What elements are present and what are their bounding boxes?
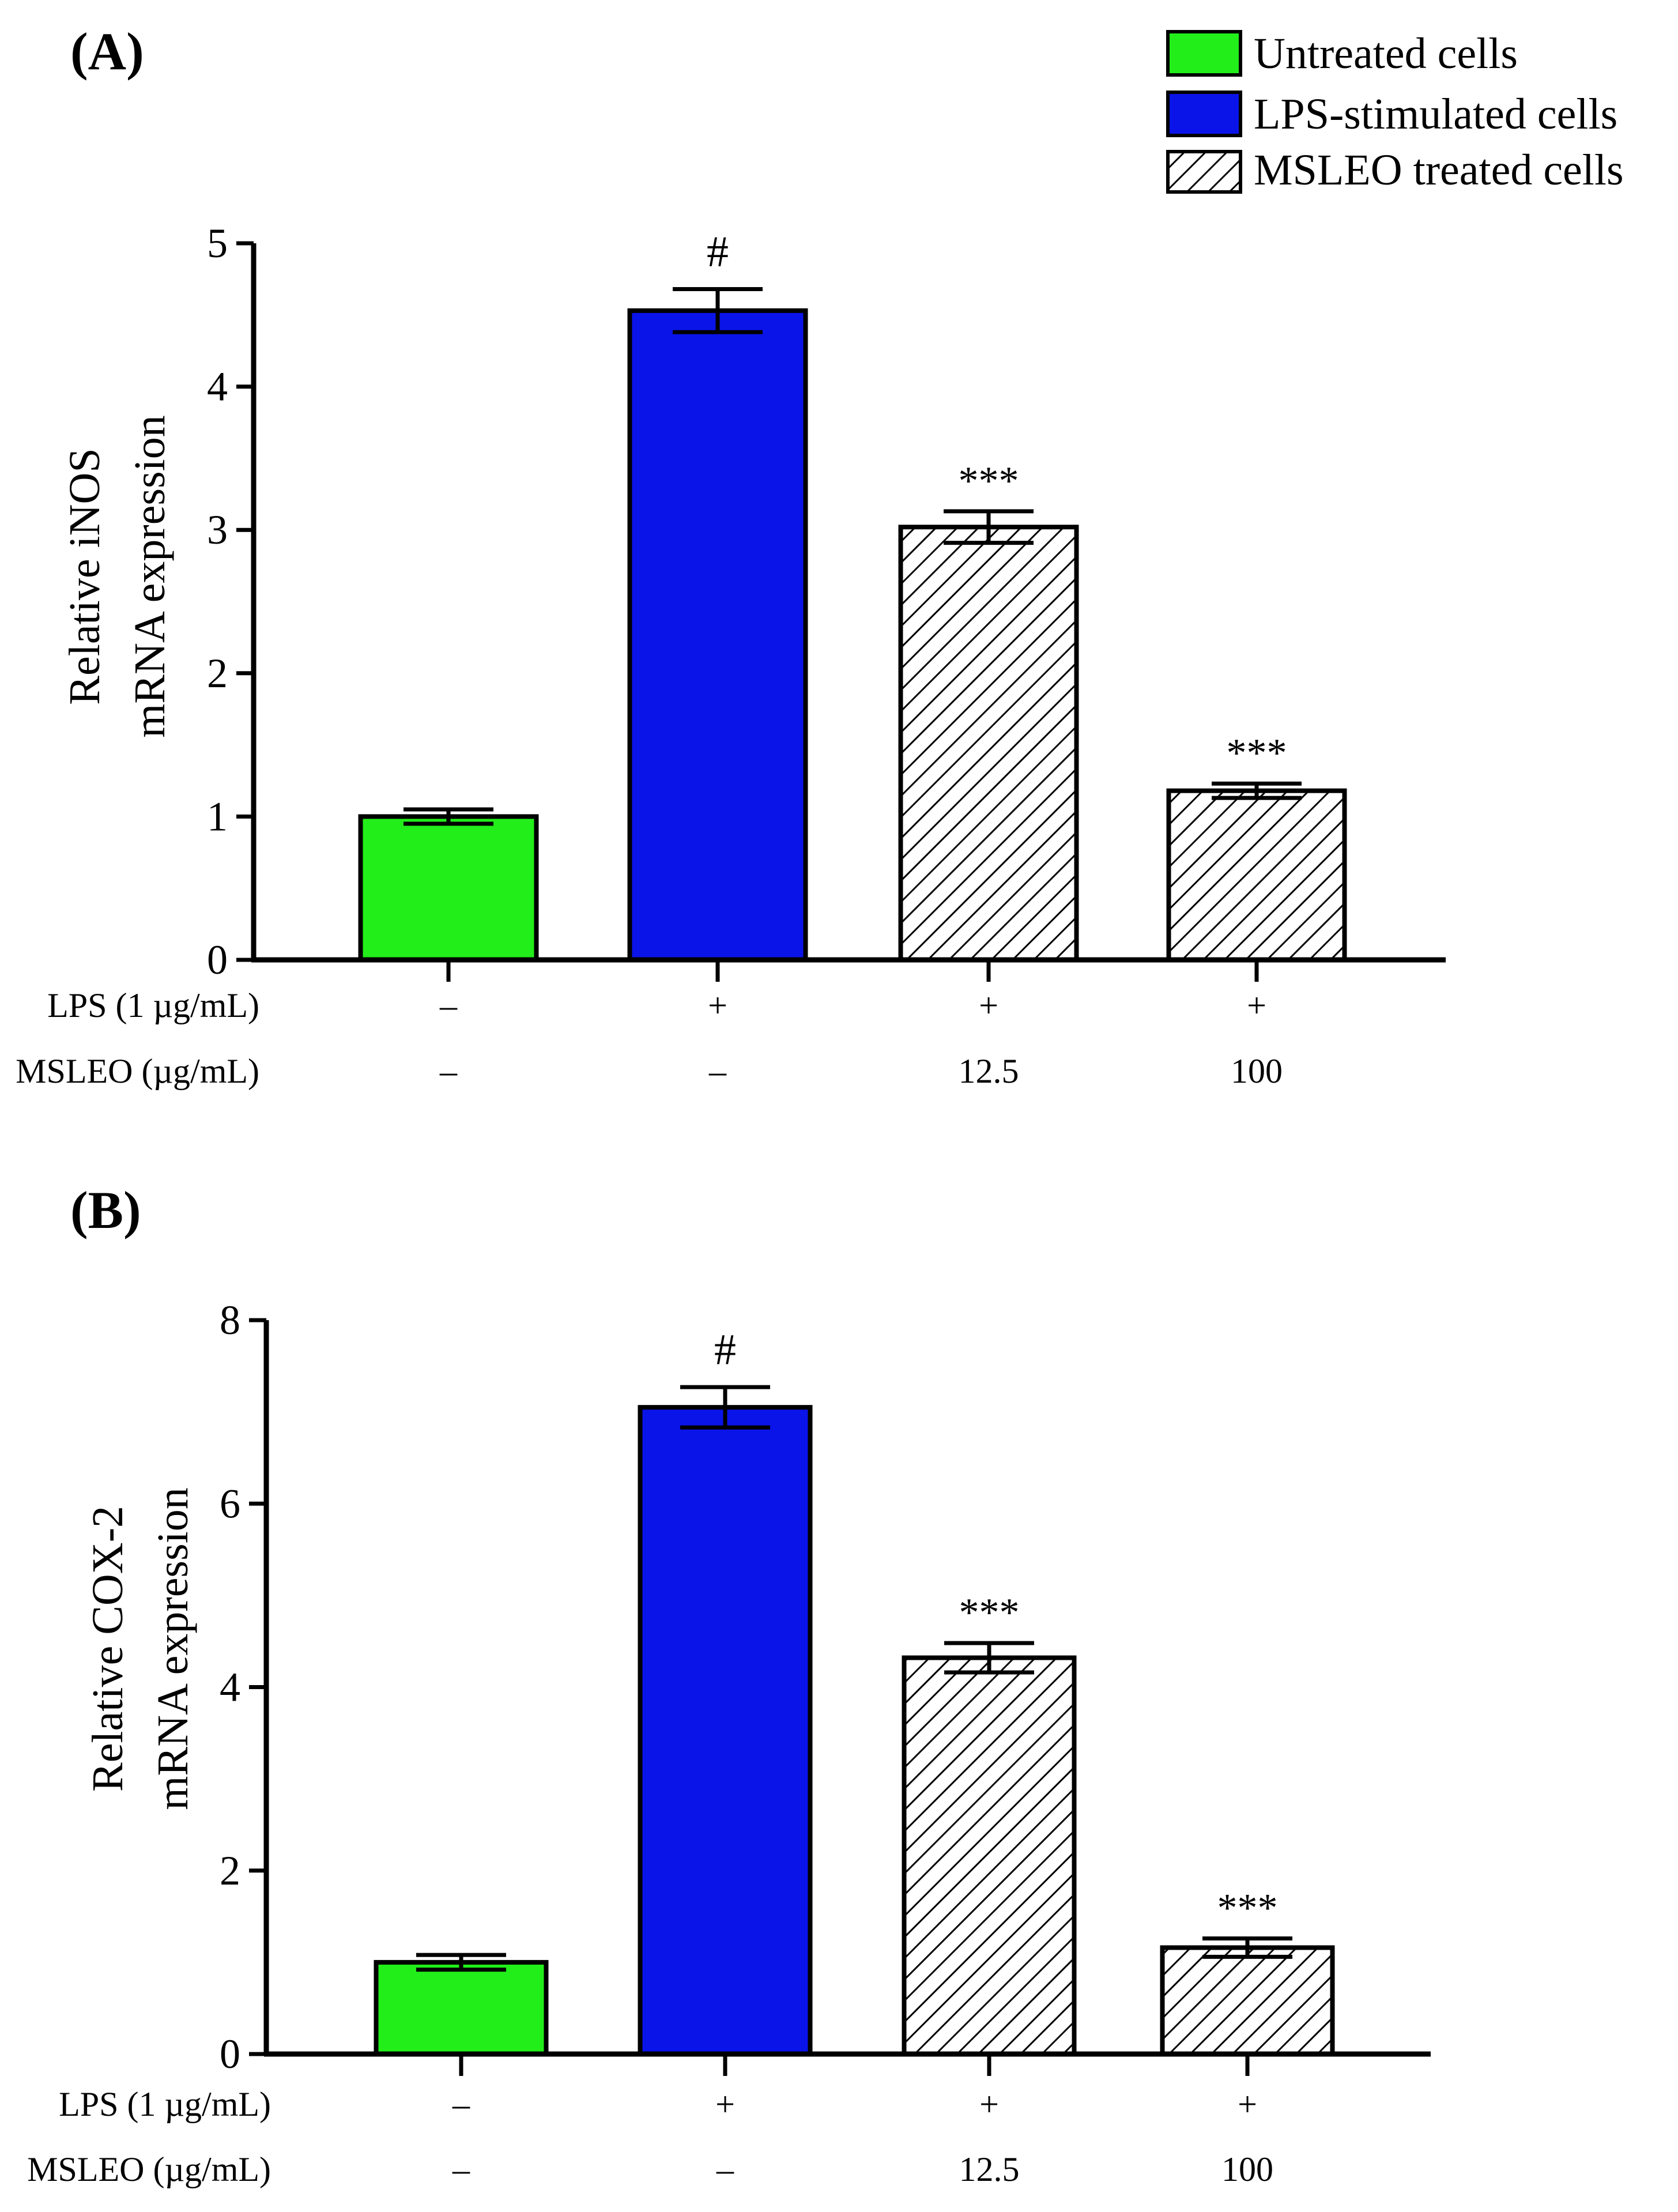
condition-label: MSLEO (µg/mL) xyxy=(27,2150,271,2188)
significance-marker: *** xyxy=(959,1591,1020,1635)
condition-value: 100 xyxy=(1231,1052,1283,1090)
y-tick-label: 0 xyxy=(220,2031,240,2077)
panel-b: (B) Relative COX-2 mRNA expression 0 2 4 6 8 # **… xyxy=(27,1181,1431,2188)
legend-label-untreated: Untreated cells xyxy=(1254,29,1518,78)
panel-label: (B) xyxy=(70,1181,141,1239)
condition-label: MSLEO (µg/mL) xyxy=(16,1052,259,1090)
y-axis-label: Relative iNOS xyxy=(61,448,109,704)
condition-value: + xyxy=(715,2085,735,2123)
condition-label: LPS (1 µg/mL) xyxy=(59,2085,271,2123)
condition-value: + xyxy=(979,986,998,1024)
panel-a: (A) Relative iNOS mRNA expression 0 1 2 3 4 5 # **… xyxy=(16,22,1446,1090)
legend-swatch-untreated xyxy=(1166,30,1242,77)
condition-value: – xyxy=(439,1052,458,1090)
y-tick-label: 5 xyxy=(207,220,228,266)
legend-entry-msleo: MSLEO treated cells xyxy=(1166,146,1624,194)
legend: Untreated cells LPS-stimulated cells MSL… xyxy=(1166,29,1624,194)
condition-value: – xyxy=(708,1052,727,1090)
y-tick-label: 2 xyxy=(207,650,228,696)
legend-label-lps: LPS-stimulated cells xyxy=(1254,90,1617,138)
bar xyxy=(638,1405,813,2056)
bar xyxy=(374,1959,549,2056)
legend-entry-lps: LPS-stimulated cells xyxy=(1166,90,1617,138)
y-tick-label: 2 xyxy=(220,1848,240,1894)
bar xyxy=(902,1655,1077,2057)
bar xyxy=(1166,788,1347,962)
bar xyxy=(1160,1945,1335,2057)
y-axis-label: mRNA expression xyxy=(149,1487,197,1810)
bar xyxy=(627,308,808,962)
y-tick-label: 0 xyxy=(207,937,228,983)
significance-marker: # xyxy=(707,228,729,276)
legend-swatch-msleo xyxy=(1166,150,1242,194)
legend-entry-untreated: Untreated cells xyxy=(1166,29,1518,78)
significance-marker: *** xyxy=(1227,731,1287,775)
significance-marker: # xyxy=(714,1325,736,1374)
legend-swatch-lps xyxy=(1166,91,1242,137)
y-tick-label: 8 xyxy=(220,1297,240,1343)
bar xyxy=(898,525,1079,962)
bar xyxy=(358,814,539,963)
significance-marker: *** xyxy=(959,459,1019,503)
condition-value: 100 xyxy=(1221,2150,1273,2188)
condition-value: + xyxy=(1247,986,1266,1024)
y-tick-label: 4 xyxy=(220,1664,240,1710)
y-axis-label: Relative COX-2 xyxy=(84,1506,132,1792)
condition-label: LPS (1 µg/mL) xyxy=(47,986,259,1024)
condition-value: + xyxy=(979,2085,999,2123)
panel-label: (A) xyxy=(70,22,144,81)
significance-marker: *** xyxy=(1217,1886,1278,1931)
y-tick-label: 3 xyxy=(207,507,228,553)
condition-value: – xyxy=(452,2085,470,2123)
condition-value: – xyxy=(452,2150,470,2188)
condition-value: + xyxy=(708,986,727,1024)
condition-value: – xyxy=(439,986,458,1024)
condition-value: 12.5 xyxy=(959,2150,1020,2188)
y-axis-label: mRNA expression xyxy=(126,415,174,737)
condition-value: 12.5 xyxy=(959,1052,1019,1090)
y-tick-label: 6 xyxy=(220,1480,240,1527)
legend-label-msleo: MSLEO treated cells xyxy=(1254,146,1624,194)
y-tick-label: 1 xyxy=(207,793,228,839)
y-tick-label: 4 xyxy=(207,364,228,410)
condition-value: – xyxy=(716,2150,734,2188)
condition-value: + xyxy=(1238,2085,1257,2123)
